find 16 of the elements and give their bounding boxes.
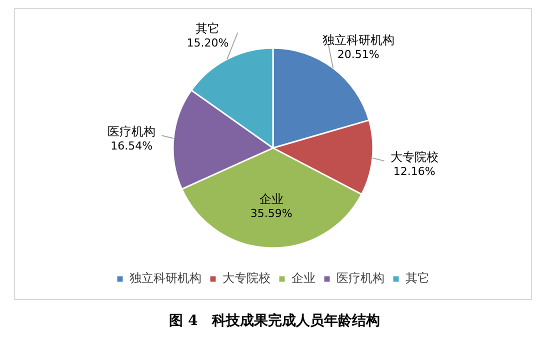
legend-label: 独立科研机构 — [130, 271, 202, 286]
legend-label: 企业 — [292, 271, 316, 286]
slice-label: 医疗机构 — [108, 124, 156, 139]
text: 图 4 科技成果完成人员年龄结构 — [168, 312, 381, 330]
legend-label: 其它 — [406, 271, 430, 286]
legend-label: 医疗机构 — [336, 271, 384, 286]
slice-label: 大专院校 — [390, 150, 438, 164]
data-label: 15.20% — [186, 36, 229, 50]
legend-label: 大专院校 — [222, 271, 270, 286]
data-label: 16.54% — [110, 139, 153, 152]
data-label: 20.51% — [337, 48, 380, 61]
slice-label: 企业 — [259, 192, 284, 206]
data-label: 35.59% — [250, 206, 292, 220]
slice-label: 其它 — [196, 22, 220, 36]
slice-label: 独立科研机构 — [322, 33, 394, 48]
data-label: 12.16% — [393, 164, 436, 178]
